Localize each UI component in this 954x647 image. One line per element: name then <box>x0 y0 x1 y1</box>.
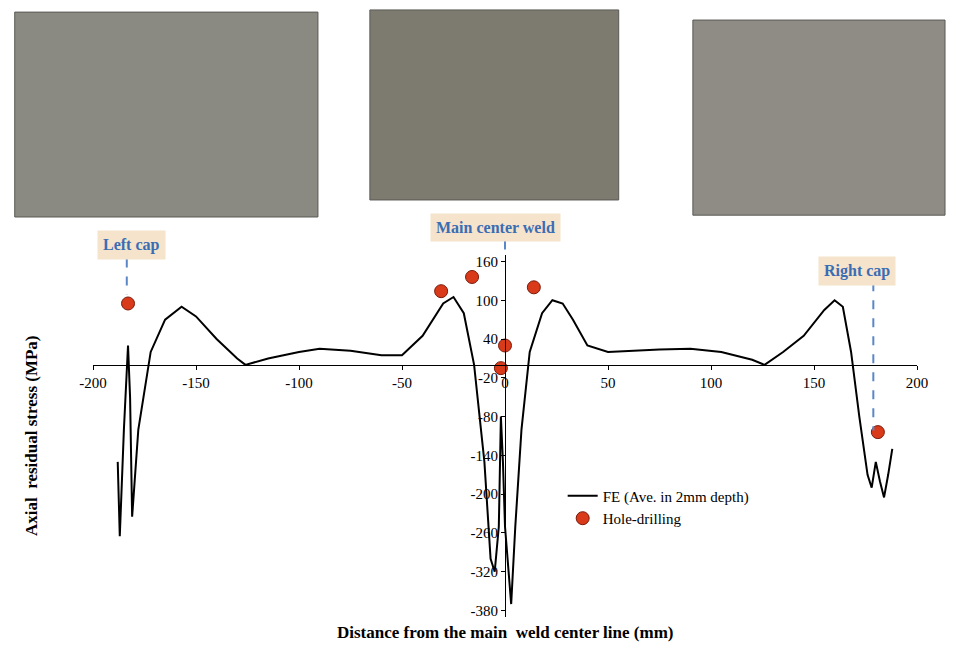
svg-text:FE (Ave. in 2mm depth): FE (Ave. in 2mm depth) <box>603 489 749 506</box>
svg-text:-50: -50 <box>392 375 412 391</box>
svg-text:-20: -20 <box>478 370 498 386</box>
svg-text:-200: -200 <box>79 375 107 391</box>
svg-text:-100: -100 <box>285 375 313 391</box>
svg-text:0: 0 <box>501 375 509 391</box>
svg-text:-150: -150 <box>182 375 210 391</box>
svg-text:Left cap: Left cap <box>103 236 160 254</box>
svg-text:-260: -260 <box>471 525 499 541</box>
svg-text:50: 50 <box>601 375 616 391</box>
svg-text:-80: -80 <box>478 409 498 425</box>
svg-text:Axial residual stress (MPa): Axial residual stress (MPa) <box>22 335 41 536</box>
svg-text:-200: -200 <box>471 486 499 502</box>
svg-text:Hole-drilling: Hole-drilling <box>603 511 682 527</box>
svg-text:40: 40 <box>483 331 498 347</box>
svg-text:-140: -140 <box>471 448 499 464</box>
svg-text:150: 150 <box>803 375 826 391</box>
svg-text:Right cap: Right cap <box>824 262 890 280</box>
svg-text:Distance from the main weld c: Distance from the main weld center line … <box>337 623 673 642</box>
svg-text:100: 100 <box>476 293 499 309</box>
svg-text:-380: -380 <box>471 603 499 619</box>
svg-text:200: 200 <box>906 375 929 391</box>
svg-text:-320: -320 <box>471 564 499 580</box>
svg-text:100: 100 <box>700 375 723 391</box>
svg-text:160: 160 <box>476 254 499 270</box>
svg-text:Main center weld: Main center weld <box>436 219 555 236</box>
